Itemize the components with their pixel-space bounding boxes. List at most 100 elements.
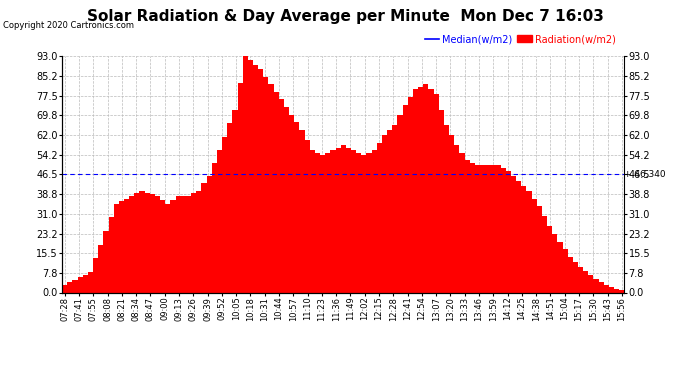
Bar — [145, 193, 150, 292]
Bar — [170, 200, 175, 292]
Bar — [351, 150, 356, 292]
Bar — [542, 216, 547, 292]
Bar — [237, 83, 243, 292]
Bar — [537, 206, 542, 292]
Bar — [253, 65, 258, 292]
Bar — [511, 176, 516, 292]
Bar — [387, 130, 393, 292]
Bar — [62, 285, 67, 292]
Bar — [362, 155, 366, 292]
Bar — [547, 226, 552, 292]
Bar — [377, 142, 382, 292]
Bar — [331, 150, 335, 292]
Bar — [72, 280, 77, 292]
Bar — [428, 89, 433, 292]
Bar — [501, 168, 506, 292]
Text: Solar Radiation & Day Average per Minute  Mon Dec 7 16:03: Solar Radiation & Day Average per Minute… — [86, 9, 604, 24]
Bar — [196, 191, 201, 292]
Bar — [413, 89, 418, 292]
Bar — [233, 110, 237, 292]
Bar — [460, 153, 464, 292]
Bar — [397, 115, 402, 292]
Bar — [248, 60, 253, 292]
Bar — [155, 196, 160, 292]
Bar — [614, 289, 620, 292]
Bar — [531, 198, 537, 292]
Bar — [491, 165, 495, 292]
Bar — [444, 125, 449, 292]
Bar — [433, 94, 439, 292]
Bar — [284, 107, 289, 292]
Bar — [475, 165, 480, 292]
Bar — [599, 282, 604, 292]
Bar — [274, 92, 279, 292]
Bar — [562, 249, 568, 292]
Bar — [583, 271, 589, 292]
Bar — [304, 140, 310, 292]
Bar — [372, 150, 377, 292]
Bar — [521, 186, 526, 292]
Bar — [356, 153, 362, 292]
Bar — [449, 135, 454, 292]
Bar — [166, 204, 170, 292]
Bar — [150, 194, 155, 292]
Bar — [139, 191, 145, 292]
Bar — [593, 279, 599, 292]
Bar — [264, 76, 268, 292]
Bar — [526, 191, 531, 292]
Text: + 46,340: + 46,340 — [624, 170, 666, 179]
Bar — [88, 272, 93, 292]
Bar — [135, 194, 139, 292]
Bar — [108, 217, 114, 292]
Bar — [418, 87, 423, 292]
Bar — [480, 165, 485, 292]
Bar — [402, 105, 408, 292]
Bar — [516, 181, 521, 292]
Bar — [439, 110, 444, 292]
Bar — [268, 84, 274, 292]
Bar — [408, 97, 413, 292]
Bar — [464, 160, 470, 292]
Bar — [279, 99, 284, 292]
Bar — [212, 163, 217, 292]
Bar — [124, 198, 129, 292]
Bar — [206, 176, 212, 292]
Bar — [578, 267, 583, 292]
Bar — [77, 277, 83, 292]
Bar — [346, 148, 351, 292]
Bar — [470, 163, 475, 292]
Bar — [175, 196, 181, 292]
Text: Copyright 2020 Cartronics.com: Copyright 2020 Cartronics.com — [3, 21, 135, 30]
Bar — [506, 171, 511, 292]
Bar — [335, 148, 341, 292]
Bar — [201, 183, 206, 292]
Bar — [423, 84, 428, 292]
Bar — [485, 165, 491, 292]
Bar — [83, 275, 88, 292]
Bar — [227, 123, 233, 292]
Bar — [454, 145, 460, 292]
Bar — [93, 258, 98, 292]
Bar — [119, 201, 124, 292]
Bar — [609, 287, 614, 292]
Bar — [222, 137, 227, 292]
Bar — [495, 165, 501, 292]
Legend: Median(w/m2), Radiation(w/m2): Median(w/m2), Radiation(w/m2) — [421, 30, 620, 48]
Bar — [573, 262, 578, 292]
Bar — [552, 234, 558, 292]
Bar — [620, 290, 624, 292]
Bar — [104, 231, 108, 292]
Bar — [258, 69, 264, 292]
Bar — [315, 153, 320, 292]
Bar — [604, 285, 609, 292]
Bar — [558, 242, 562, 292]
Bar — [325, 153, 331, 292]
Bar — [589, 275, 593, 292]
Bar — [294, 122, 299, 292]
Bar — [160, 200, 166, 292]
Bar — [341, 145, 346, 292]
Bar — [191, 194, 196, 292]
Bar — [299, 130, 304, 292]
Bar — [129, 196, 135, 292]
Bar — [186, 196, 191, 292]
